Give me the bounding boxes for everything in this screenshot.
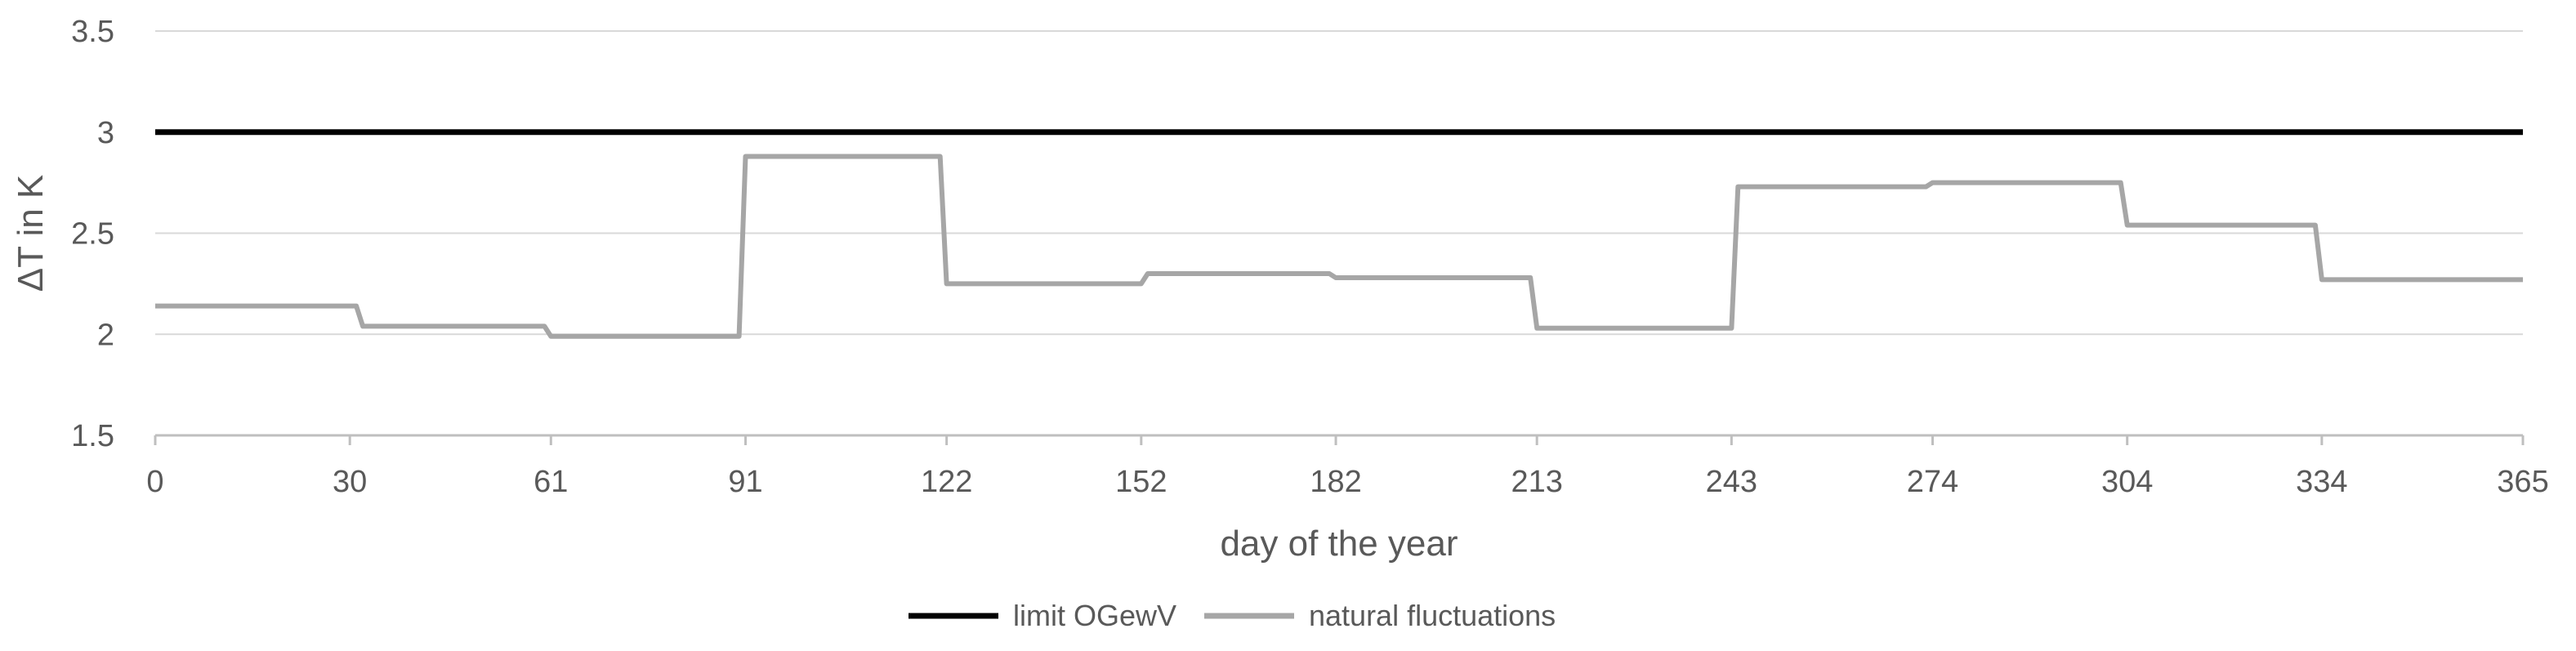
legend: limit OGewV natural fluctuations: [909, 599, 1556, 632]
x-tick-label: 243: [1706, 465, 1757, 499]
x-tick-label: 91: [728, 465, 762, 499]
x-tick-label: 61: [534, 465, 568, 499]
x-tick-label: 274: [1907, 465, 1958, 499]
y-tick-label: 2: [97, 318, 114, 352]
x-tick-label: 122: [921, 465, 972, 499]
y-tick-label: 3: [97, 116, 114, 150]
x-tick-marks: [154, 435, 2525, 445]
legend-label: limit OGewV: [1013, 599, 1176, 632]
series-line-natural: [155, 154, 2523, 339]
x-tick-label: 334: [2296, 465, 2347, 499]
x-tick-label: 182: [1310, 465, 1361, 499]
x-axis-title: day of the year: [1220, 524, 1458, 564]
x-tick-label: 304: [2101, 465, 2153, 499]
y-tick-label: 3.5: [71, 15, 114, 49]
x-tick-label: 0: [146, 465, 163, 499]
x-tick-label: 30: [333, 465, 367, 499]
grid-lines: [155, 30, 2523, 336]
x-tick-label: 365: [2497, 465, 2548, 499]
y-tick-label: 2.5: [71, 217, 114, 252]
x-tick-labels: 0 30 61 91 122 152 182 213 243 274 304 334 365: [146, 465, 2548, 499]
x-tick-label: 152: [1115, 465, 1167, 499]
legend-label: natural fluctuations: [1309, 599, 1556, 632]
series-layer: [155, 129, 2523, 339]
y-tick-label: 1.5: [71, 419, 114, 453]
y-tick-labels: 1.5 2 2.5 3 3.5: [71, 15, 114, 453]
y-axis-title: ΔT in K: [11, 175, 51, 292]
x-tick-label: 213: [1511, 465, 1562, 499]
